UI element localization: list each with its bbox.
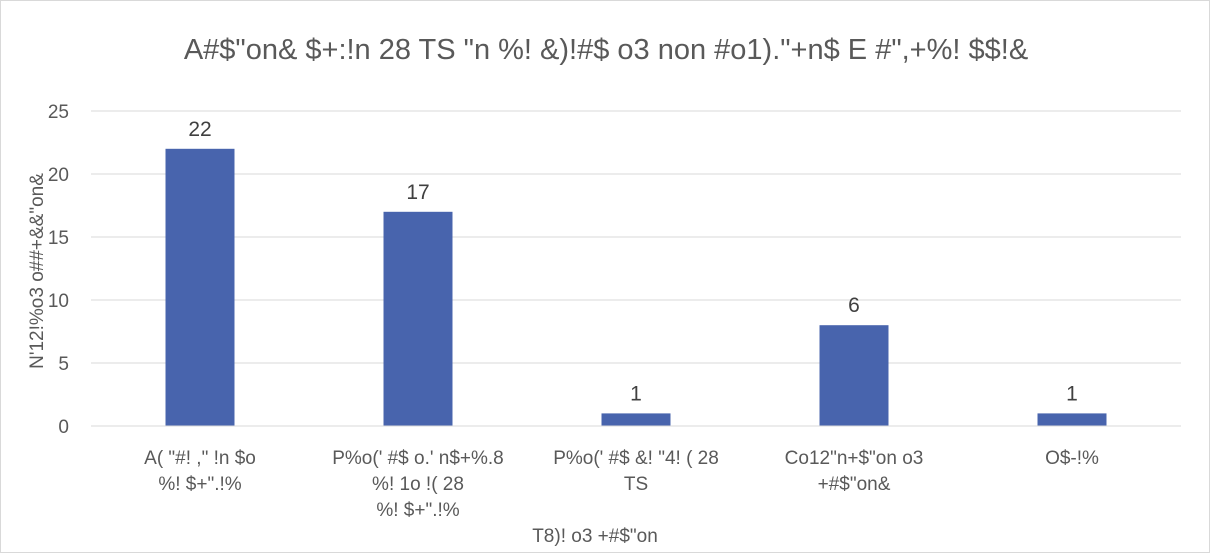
x-tick-label: P%o(' #$ o.' n$+%.8 — [332, 448, 504, 469]
bar — [383, 211, 453, 426]
bar — [1037, 413, 1107, 426]
x-tick-label: P%o(' #$ &! "4! ( 28 — [553, 448, 719, 469]
gridlines — [91, 110, 1181, 364]
y-tick-label: 10 — [48, 291, 69, 312]
bars — [165, 148, 1107, 427]
x-tick-label: %! $+".!% — [376, 500, 459, 521]
data-label: 22 — [188, 118, 211, 141]
data-label: 1 — [630, 382, 642, 405]
bar — [165, 148, 235, 427]
y-axis-title: N'12!%o3 o##+&&"on& — [27, 173, 48, 369]
bar — [819, 325, 889, 426]
y-tick-label: 20 — [48, 165, 69, 186]
x-tick-label: %! $+".!% — [158, 474, 241, 495]
y-tick-label: 5 — [58, 354, 69, 375]
data-label: 17 — [406, 181, 429, 204]
data-label: 6 — [848, 294, 860, 317]
x-axis-categories: A( "#! ," !n $o %! $+".!% P%o(' #$ o.' n$+… — [144, 448, 1099, 521]
bar — [601, 413, 671, 426]
x-axis-title: T8)! o3 +#$"on — [532, 526, 658, 547]
y-axis-ticks: 0 5 10 15 20 25 — [48, 102, 69, 438]
data-label: 1 — [1066, 382, 1078, 405]
x-tick-label: TS — [624, 474, 648, 495]
y-tick-label: 15 — [48, 228, 69, 249]
x-tick-label: +#$"on& — [818, 474, 891, 495]
y-tick-label: 25 — [48, 102, 69, 123]
x-tick-label: O$-!% — [1045, 448, 1099, 469]
chart-title: A#$"on& $+:!n 28 TS "n %! &)!#$ o3 non #… — [184, 34, 1028, 66]
x-tick-label: Co12"n+$"on o3 — [785, 448, 924, 469]
x-tick-label: A( "#! ," !n $o — [144, 448, 256, 469]
data-labels: 22 17 1 6 1 — [188, 118, 1078, 406]
x-tick-label: %! 1o !( 28 — [372, 474, 464, 495]
y-tick-label: 0 — [58, 417, 69, 438]
